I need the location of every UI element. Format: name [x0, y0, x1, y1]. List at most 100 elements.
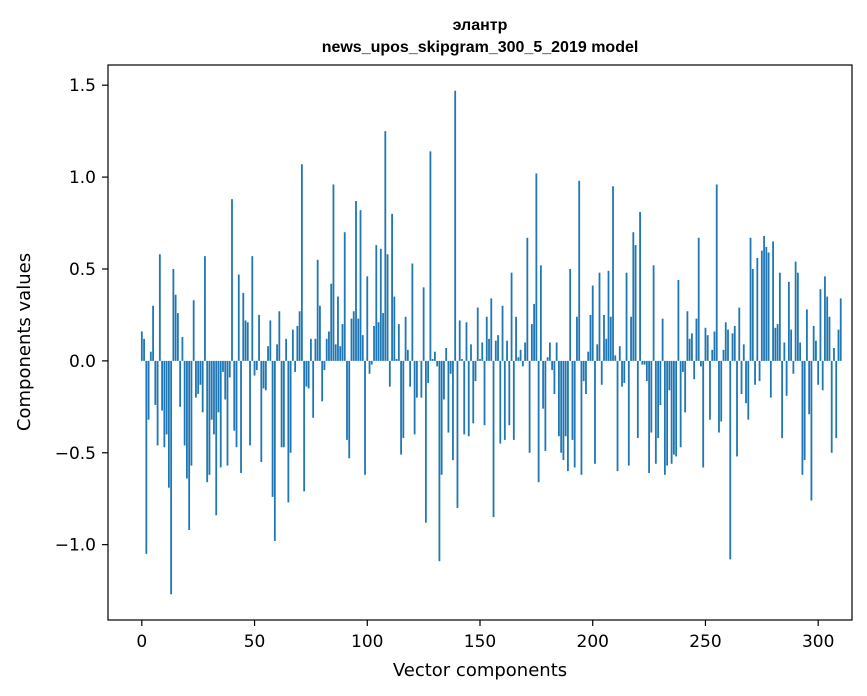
bar	[147, 360, 150, 420]
bar	[431, 359, 434, 361]
bar	[641, 360, 644, 365]
bar	[325, 338, 328, 361]
bar	[508, 360, 511, 426]
bar	[722, 349, 725, 361]
bar	[210, 360, 213, 420]
x-axis-label: Vector components	[393, 660, 567, 681]
bar	[481, 342, 484, 361]
bar	[479, 359, 481, 361]
bar	[528, 360, 531, 453]
bar	[366, 276, 369, 361]
bar	[282, 360, 285, 448]
bar	[817, 360, 820, 385]
bar	[170, 360, 173, 595]
bar	[521, 360, 524, 367]
bar	[413, 360, 416, 435]
bar	[785, 360, 788, 396]
bar	[736, 360, 738, 457]
bar	[339, 346, 342, 361]
bar	[727, 329, 729, 361]
bar	[186, 360, 188, 479]
bar	[567, 360, 569, 472]
bar	[778, 272, 781, 361]
bar	[305, 360, 308, 387]
bar	[161, 360, 164, 411]
bar	[406, 349, 409, 361]
bar	[742, 344, 745, 361]
bar	[700, 360, 702, 367]
bar	[158, 254, 161, 361]
bar	[821, 360, 824, 391]
bar	[643, 360, 646, 365]
bar	[278, 311, 281, 361]
bar	[163, 360, 166, 448]
bar	[792, 360, 795, 374]
bar	[580, 360, 583, 475]
bar	[652, 265, 655, 361]
bar	[828, 316, 831, 361]
bar	[271, 360, 274, 497]
bar	[596, 344, 599, 361]
bar	[544, 360, 547, 451]
y-axis-ticks: −1.0 −0.5 0.0 0.5 1.0 1.5	[55, 76, 108, 556]
bar	[729, 360, 732, 560]
bar	[391, 213, 393, 361]
bar	[179, 360, 182, 407]
bar	[197, 360, 200, 394]
bar	[249, 360, 251, 446]
bar	[569, 268, 572, 361]
bar	[749, 237, 752, 361]
bar	[754, 360, 756, 385]
bar	[745, 360, 747, 404]
bar	[765, 246, 768, 361]
bar	[524, 342, 526, 361]
bar	[839, 298, 842, 361]
bar	[415, 360, 418, 398]
bar	[402, 360, 405, 439]
bar	[632, 232, 635, 361]
bar	[350, 318, 353, 361]
bar	[589, 314, 592, 361]
bar	[740, 360, 743, 394]
bar	[310, 338, 312, 361]
bar	[612, 186, 614, 361]
bar	[546, 357, 549, 361]
bar	[758, 360, 761, 382]
bar	[517, 357, 520, 361]
bar	[233, 360, 236, 431]
bar	[154, 360, 157, 405]
bar	[373, 325, 375, 361]
bar	[273, 360, 276, 541]
bar	[585, 360, 587, 394]
bar	[526, 237, 529, 361]
bar	[323, 360, 326, 371]
bar	[666, 360, 669, 466]
bar	[316, 259, 319, 361]
bar	[812, 325, 815, 361]
bar	[364, 360, 366, 475]
bar	[756, 257, 759, 361]
bar	[733, 325, 736, 361]
bar	[704, 327, 707, 361]
bar	[558, 360, 560, 437]
bar	[424, 360, 427, 523]
bar	[222, 360, 224, 372]
bar	[296, 325, 299, 361]
bar	[359, 210, 362, 361]
bar	[535, 173, 538, 361]
bar	[650, 360, 653, 433]
bar	[506, 340, 508, 361]
bar	[300, 164, 303, 361]
bar	[503, 360, 506, 440]
bar	[422, 287, 425, 361]
bar	[258, 314, 260, 361]
bar	[591, 285, 594, 361]
bar	[213, 360, 215, 435]
bar	[548, 342, 551, 361]
bar	[769, 360, 772, 398]
bar	[485, 316, 488, 361]
bar	[465, 322, 468, 361]
bar	[806, 309, 808, 361]
bar	[195, 360, 197, 398]
bar	[201, 360, 204, 413]
